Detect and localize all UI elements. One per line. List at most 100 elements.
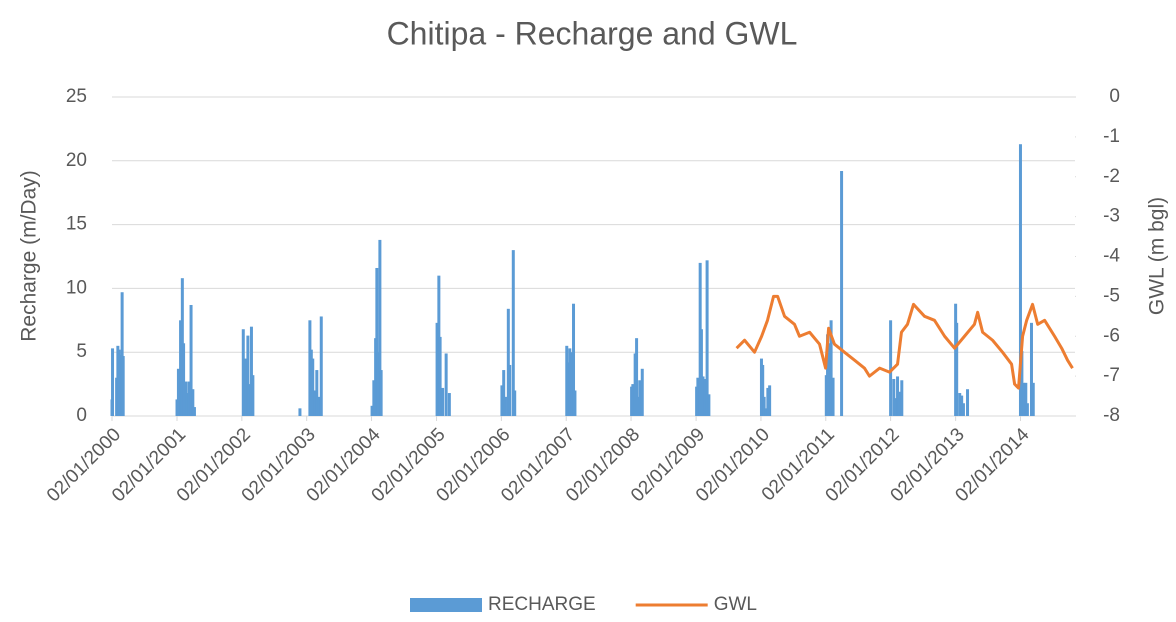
bar xyxy=(703,378,707,416)
bar xyxy=(892,378,896,416)
bar xyxy=(570,352,574,416)
y-tick-label: 0 xyxy=(76,405,87,426)
bar xyxy=(182,343,186,416)
bar xyxy=(179,320,183,416)
bar xyxy=(896,376,900,416)
bar xyxy=(966,389,970,416)
bar xyxy=(705,260,709,416)
bar xyxy=(376,352,380,416)
bar xyxy=(1031,382,1035,416)
bar xyxy=(315,370,319,416)
bar xyxy=(298,408,302,416)
bar xyxy=(508,364,512,416)
bar xyxy=(249,326,253,416)
y2-tick-label: -1 xyxy=(1103,126,1120,147)
bar xyxy=(955,322,959,416)
bar xyxy=(568,348,572,416)
gwl-line xyxy=(735,294,1074,390)
bar xyxy=(1022,382,1026,416)
bar xyxy=(766,387,770,416)
bar xyxy=(840,171,844,416)
legend-swatch xyxy=(410,598,482,612)
bar xyxy=(242,375,246,416)
bar xyxy=(894,398,898,416)
y2-tick-label: -3 xyxy=(1103,206,1120,227)
bar xyxy=(640,368,644,416)
bar xyxy=(636,396,640,416)
bar xyxy=(441,387,445,416)
y2-axis-title: GWL (m bgl) xyxy=(1146,197,1169,315)
bar xyxy=(1029,322,1033,416)
bar xyxy=(1024,382,1028,416)
y-tick-label: 10 xyxy=(66,277,87,298)
bar xyxy=(246,335,250,416)
y2-tick-label: -8 xyxy=(1103,405,1120,426)
bar xyxy=(897,391,901,416)
bar xyxy=(829,320,833,416)
bar xyxy=(192,407,196,416)
bar xyxy=(503,396,507,416)
bar xyxy=(764,408,768,416)
bar xyxy=(960,395,964,416)
bar xyxy=(435,322,439,416)
bar xyxy=(631,384,635,416)
bar xyxy=(438,336,442,416)
y-tick-label: 5 xyxy=(76,341,87,362)
bar xyxy=(506,308,510,416)
legend-label: RECHARGE xyxy=(488,594,596,615)
y2-tick-label: -7 xyxy=(1103,365,1120,386)
y2-tick-label: -4 xyxy=(1103,246,1120,267)
bar xyxy=(831,377,835,416)
bar xyxy=(185,393,189,416)
bar xyxy=(827,343,831,416)
bar xyxy=(311,358,315,416)
bar xyxy=(511,250,515,416)
y2-tick-label: -5 xyxy=(1103,285,1120,306)
bar xyxy=(251,375,255,416)
bar xyxy=(111,348,115,416)
bar xyxy=(900,380,904,416)
y-tick-label: 20 xyxy=(66,150,87,171)
bar xyxy=(379,370,383,416)
bar xyxy=(696,377,700,416)
bar xyxy=(761,364,765,416)
bar xyxy=(447,393,451,416)
bar xyxy=(638,380,642,416)
bar xyxy=(762,396,766,416)
bar xyxy=(121,356,125,416)
bar xyxy=(189,304,193,416)
bar xyxy=(247,384,251,416)
bar xyxy=(572,303,576,416)
y2-tick-label: -6 xyxy=(1103,325,1120,346)
bar xyxy=(699,329,703,416)
bar xyxy=(768,385,772,416)
bar xyxy=(120,292,124,416)
bar xyxy=(378,239,382,416)
y-tick-label: 15 xyxy=(66,214,87,235)
bar xyxy=(958,393,962,416)
bar xyxy=(370,405,374,416)
y2-tick-label: -2 xyxy=(1103,166,1120,187)
bar xyxy=(375,267,379,416)
bar xyxy=(513,390,517,416)
bar xyxy=(176,368,180,416)
bar xyxy=(889,320,893,416)
bar xyxy=(635,338,639,416)
bar xyxy=(826,334,830,416)
bar xyxy=(317,396,321,416)
bar xyxy=(372,380,376,416)
y-axis-title: Recharge (m/Day) xyxy=(18,170,41,342)
bar xyxy=(187,381,191,416)
y-tick-label: 25 xyxy=(66,86,87,107)
bar xyxy=(500,385,504,416)
bar xyxy=(1020,350,1024,416)
bar xyxy=(566,362,570,416)
legend-label: GWL xyxy=(714,594,757,615)
bar xyxy=(444,353,448,416)
bar xyxy=(191,389,195,416)
bar xyxy=(1025,403,1029,416)
bar xyxy=(701,376,705,416)
bar xyxy=(313,390,317,416)
bar xyxy=(244,358,248,416)
